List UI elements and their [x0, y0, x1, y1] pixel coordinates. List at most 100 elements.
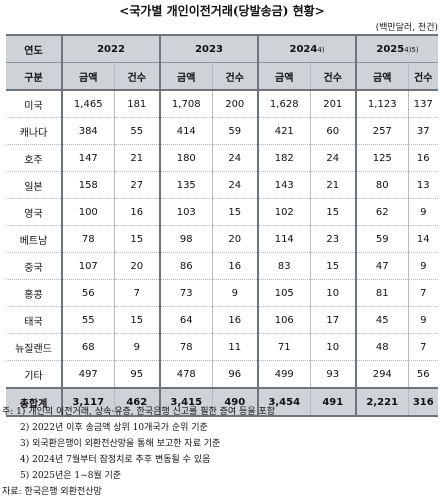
country-label: 영국 — [6, 198, 63, 226]
amount-cell: 47 — [355, 252, 409, 280]
country-label: 베트남 — [6, 225, 63, 253]
count-cell: 95 — [113, 360, 161, 389]
table-row: 태국 55 15 64 16 106 17 45 9 — [6, 306, 438, 334]
amount-cell: 78 — [61, 225, 115, 253]
count-cell: 20 — [113, 252, 161, 280]
count-cell: 10 — [309, 279, 357, 307]
count-header: 건수 — [211, 62, 259, 91]
count-cell: 7 — [113, 279, 161, 307]
count-cell: 56 — [407, 360, 438, 389]
amount-cell: 106 — [257, 306, 311, 334]
country-label: 뉴질랜드 — [6, 333, 63, 361]
amount-cell: 80 — [355, 171, 409, 199]
total-label: 총합계 — [6, 387, 63, 417]
year-2022-header: 2022 — [61, 34, 161, 63]
table-row: 중국 107 20 86 16 83 15 47 9 — [6, 252, 438, 280]
count-cell: 60 — [309, 117, 357, 145]
table-row: 기타 497 95 478 96 499 93 294 56 — [6, 360, 438, 389]
count-cell: 7 — [407, 279, 438, 307]
count-cell: 201 — [309, 90, 357, 118]
count-cell: 9 — [407, 306, 438, 334]
count-cell: 15 — [309, 252, 357, 280]
country-label: 태국 — [6, 306, 63, 334]
amount-cell: 147 — [61, 144, 115, 172]
amount-cell: 257 — [355, 117, 409, 145]
count-cell: 93 — [309, 360, 357, 389]
table-row: 호주 147 21 180 24 182 24 125 16 — [6, 144, 438, 172]
amount-cell: 1,123 — [355, 90, 409, 118]
amount-cell: 1,465 — [61, 90, 115, 118]
count-cell: 21 — [309, 171, 357, 199]
amount-cell: 103 — [159, 198, 213, 226]
count-cell: 137 — [407, 90, 438, 118]
count-cell: 9 — [211, 279, 259, 307]
count-cell: 181 — [113, 90, 161, 118]
table-row: 일본 158 27 135 24 143 21 80 13 — [6, 171, 438, 199]
amount-cell: 56 — [61, 279, 115, 307]
country-label: 중국 — [6, 252, 63, 280]
count-cell: 9 — [407, 252, 438, 280]
amount-cell: 497 — [61, 360, 115, 389]
count-header: 건수 — [407, 62, 438, 91]
amount-cell: 182 — [257, 144, 311, 172]
table-row: 홍콩 56 7 73 9 105 10 81 7 — [6, 279, 438, 307]
amount-cell: 100 — [61, 198, 115, 226]
amount-cell: 135 — [159, 171, 213, 199]
year-header-label: 연도 — [6, 34, 63, 63]
total-cell: 2,221 — [355, 387, 409, 417]
count-cell: 27 — [113, 171, 161, 199]
year-2024-header: 20244) — [257, 34, 357, 63]
amount-cell: 98 — [159, 225, 213, 253]
total-cell: 3,454 — [257, 387, 311, 417]
amount-cell: 55 — [61, 306, 115, 334]
count-cell: 16 — [113, 198, 161, 226]
year-header-row: 연도 2022 2023 20244) 20254)5) — [6, 34, 438, 63]
count-cell: 15 — [309, 198, 357, 226]
amount-cell: 81 — [355, 279, 409, 307]
total-cell: 462 — [113, 387, 161, 417]
amount-cell: 107 — [61, 252, 115, 280]
count-cell: 21 — [113, 144, 161, 172]
count-cell: 96 — [211, 360, 259, 389]
amount-header: 금액 — [257, 62, 311, 91]
footnotes: 주: 1) 개인의 이전거래, 상속·유증, 한국은행 신고를 필한 증여 등을… — [2, 404, 442, 500]
amount-cell: 68 — [61, 333, 115, 361]
count-cell: 15 — [113, 306, 161, 334]
amount-cell: 78 — [159, 333, 213, 361]
sub-header-row: 구분 금액 건수 금액 건수 금액 건수 금액 건수 — [6, 62, 438, 91]
table-row: 미국 1,465 181 1,708 200 1,628 201 1,123 137 — [6, 90, 438, 118]
count-cell: 37 — [407, 117, 438, 145]
amount-cell: 125 — [355, 144, 409, 172]
country-label: 기타 — [6, 360, 63, 389]
amount-cell: 421 — [257, 117, 311, 145]
amount-cell: 1,708 — [159, 90, 213, 118]
total-row: 총합계 3,117 462 3,415 490 3,454 491 2,221 … — [6, 387, 438, 417]
total-cell: 3,117 — [61, 387, 115, 417]
count-cell: 11 — [211, 333, 259, 361]
count-cell: 9 — [113, 333, 161, 361]
count-cell: 200 — [211, 90, 259, 118]
count-cell: 7 — [407, 333, 438, 361]
count-cell: 16 — [407, 144, 438, 172]
footnote-3: 3) 외국환은행이 외환전산망을 통해 보고한 자료 기준 — [20, 439, 221, 449]
total-cell: 491 — [309, 387, 357, 417]
amount-cell: 71 — [257, 333, 311, 361]
count-cell: 15 — [211, 198, 259, 226]
amount-cell: 59 — [355, 225, 409, 253]
amount-cell: 114 — [257, 225, 311, 253]
footnote-1: 주: 1) 개인의 이전거래, 상속·유증, 한국은행 신고를 필한 증여 등을… — [2, 407, 276, 417]
amount-cell: 86 — [159, 252, 213, 280]
amount-cell: 105 — [257, 279, 311, 307]
count-cell: 20 — [211, 225, 259, 253]
table-row: 캐나다 384 55 414 59 421 60 257 37 — [6, 117, 438, 145]
count-cell: 24 — [211, 144, 259, 172]
year-2023-header: 2023 — [159, 34, 259, 63]
remittance-table: 연도 2022 2023 20244) 20254)5) 구분 금액 건수 금액… — [6, 34, 438, 417]
unit-label: (백만달러, 천건) — [375, 23, 438, 33]
amount-header: 금액 — [355, 62, 409, 91]
amount-cell: 180 — [159, 144, 213, 172]
amount-cell: 73 — [159, 279, 213, 307]
amount-header: 금액 — [61, 62, 115, 91]
table-row: 뉴질랜드 68 9 78 11 71 10 48 7 — [6, 333, 438, 361]
amount-cell: 1,628 — [257, 90, 311, 118]
